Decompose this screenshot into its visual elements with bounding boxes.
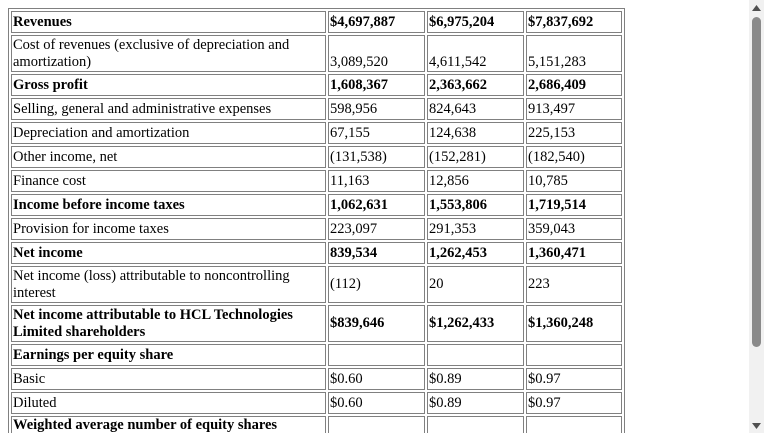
value-cell: 223 (526, 266, 622, 303)
table-row: Cost of revenues (exclusive of depreciat… (11, 35, 622, 72)
triangle-up-icon (752, 5, 761, 11)
row-label: Diluted (11, 392, 326, 414)
value-cell: 598,956 (328, 98, 425, 120)
table-row: Provision for income taxes 223,097 291,3… (11, 218, 622, 240)
value-cell (427, 344, 524, 366)
value-cell: $7,837,692 (526, 11, 622, 33)
value-cell: 3,089,520 (328, 35, 425, 72)
triangle-down-icon (752, 423, 761, 429)
row-label: Depreciation and amortization (11, 122, 326, 144)
row-label: Provision for income taxes (11, 218, 326, 240)
value-cell: 12,856 (427, 170, 524, 192)
scroll-thumb[interactable] (752, 17, 761, 347)
value-cell: $4,697,887 (328, 11, 425, 33)
row-label: Gross profit (11, 74, 326, 96)
value-cell: 824,643 (427, 98, 524, 120)
income-statement-table: Revenues $4,697,887 $6,975,204 $7,837,69… (8, 8, 625, 433)
table-row: Net income (loss) attributable to noncon… (11, 266, 622, 303)
value-cell: $1,360,248 (526, 305, 622, 342)
table-row: Net income attributable to HCL Technolog… (11, 305, 622, 342)
row-label: Weighted average number of equity shares (11, 416, 326, 433)
value-cell: 20 (427, 266, 524, 303)
value-cell: 1,062,631 (328, 194, 425, 216)
value-cell: 2,686,409 (526, 74, 622, 96)
table-row: Selling, general and administrative expe… (11, 98, 622, 120)
table-row: Depreciation and amortization 67,155 124… (11, 122, 622, 144)
row-label: Income before income taxes (11, 194, 326, 216)
table-row: Basic $0.60 $0.89 $0.97 (11, 368, 622, 390)
value-cell: 359,043 (526, 218, 622, 240)
value-cell: (152,281) (427, 146, 524, 168)
value-cell (328, 416, 425, 433)
value-cell (427, 416, 524, 433)
value-cell: (131,538) (328, 146, 425, 168)
value-cell: $6,975,204 (427, 11, 524, 33)
table-row: Diluted $0.60 $0.89 $0.97 (11, 392, 622, 414)
value-cell: $0.60 (328, 368, 425, 390)
row-label: Finance cost (11, 170, 326, 192)
value-cell: 1,360,471 (526, 242, 622, 264)
row-label: Net income (11, 242, 326, 264)
value-cell: $0.97 (526, 368, 622, 390)
table-row: Weighted average number of equity shares (11, 416, 622, 433)
value-cell: 1,719,514 (526, 194, 622, 216)
value-cell: $0.60 (328, 392, 425, 414)
value-cell: $0.89 (427, 368, 524, 390)
value-cell: 225,153 (526, 122, 622, 144)
table-row: Gross profit 1,608,367 2,363,662 2,686,4… (11, 74, 622, 96)
value-cell: 839,534 (328, 242, 425, 264)
value-cell: 5,151,283 (526, 35, 622, 72)
row-label: Other income, net (11, 146, 326, 168)
value-cell: 223,097 (328, 218, 425, 240)
value-cell: $1,262,433 (427, 305, 524, 342)
vertical-scrollbar[interactable] (749, 0, 764, 433)
value-cell: 913,497 (526, 98, 622, 120)
value-cell: $0.89 (427, 392, 524, 414)
table-row: Earnings per equity share (11, 344, 622, 366)
value-cell: 10,785 (526, 170, 622, 192)
row-label: Earnings per equity share (11, 344, 326, 366)
table-row: Other income, net (131,538) (152,281) (1… (11, 146, 622, 168)
value-cell: 124,638 (427, 122, 524, 144)
row-label: Basic (11, 368, 326, 390)
value-cell: $839,646 (328, 305, 425, 342)
value-cell (526, 344, 622, 366)
value-cell: 2,363,662 (427, 74, 524, 96)
value-cell: 67,155 (328, 122, 425, 144)
value-cell: 1,553,806 (427, 194, 524, 216)
value-cell (328, 344, 425, 366)
row-label: Net income (loss) attributable to noncon… (11, 266, 326, 303)
scroll-up-button[interactable] (749, 0, 764, 15)
value-cell: $0.97 (526, 392, 622, 414)
value-cell: 291,353 (427, 218, 524, 240)
row-label: Net income attributable to HCL Technolog… (11, 305, 326, 342)
value-cell: 1,608,367 (328, 74, 425, 96)
value-cell: 1,262,453 (427, 242, 524, 264)
row-label: Selling, general and administrative expe… (11, 98, 326, 120)
value-cell (526, 416, 622, 433)
value-cell: 4,611,542 (427, 35, 524, 72)
row-label: Cost of revenues (exclusive of depreciat… (11, 35, 326, 72)
table-row: Revenues $4,697,887 $6,975,204 $7,837,69… (11, 11, 622, 33)
table-row: Finance cost 11,163 12,856 10,785 (11, 170, 622, 192)
value-cell: (112) (328, 266, 425, 303)
value-cell: (182,540) (526, 146, 622, 168)
scroll-down-button[interactable] (749, 418, 764, 433)
table-row: Net income 839,534 1,262,453 1,360,471 (11, 242, 622, 264)
table-row: Income before income taxes 1,062,631 1,5… (11, 194, 622, 216)
value-cell: 11,163 (328, 170, 425, 192)
row-label: Revenues (11, 11, 326, 33)
